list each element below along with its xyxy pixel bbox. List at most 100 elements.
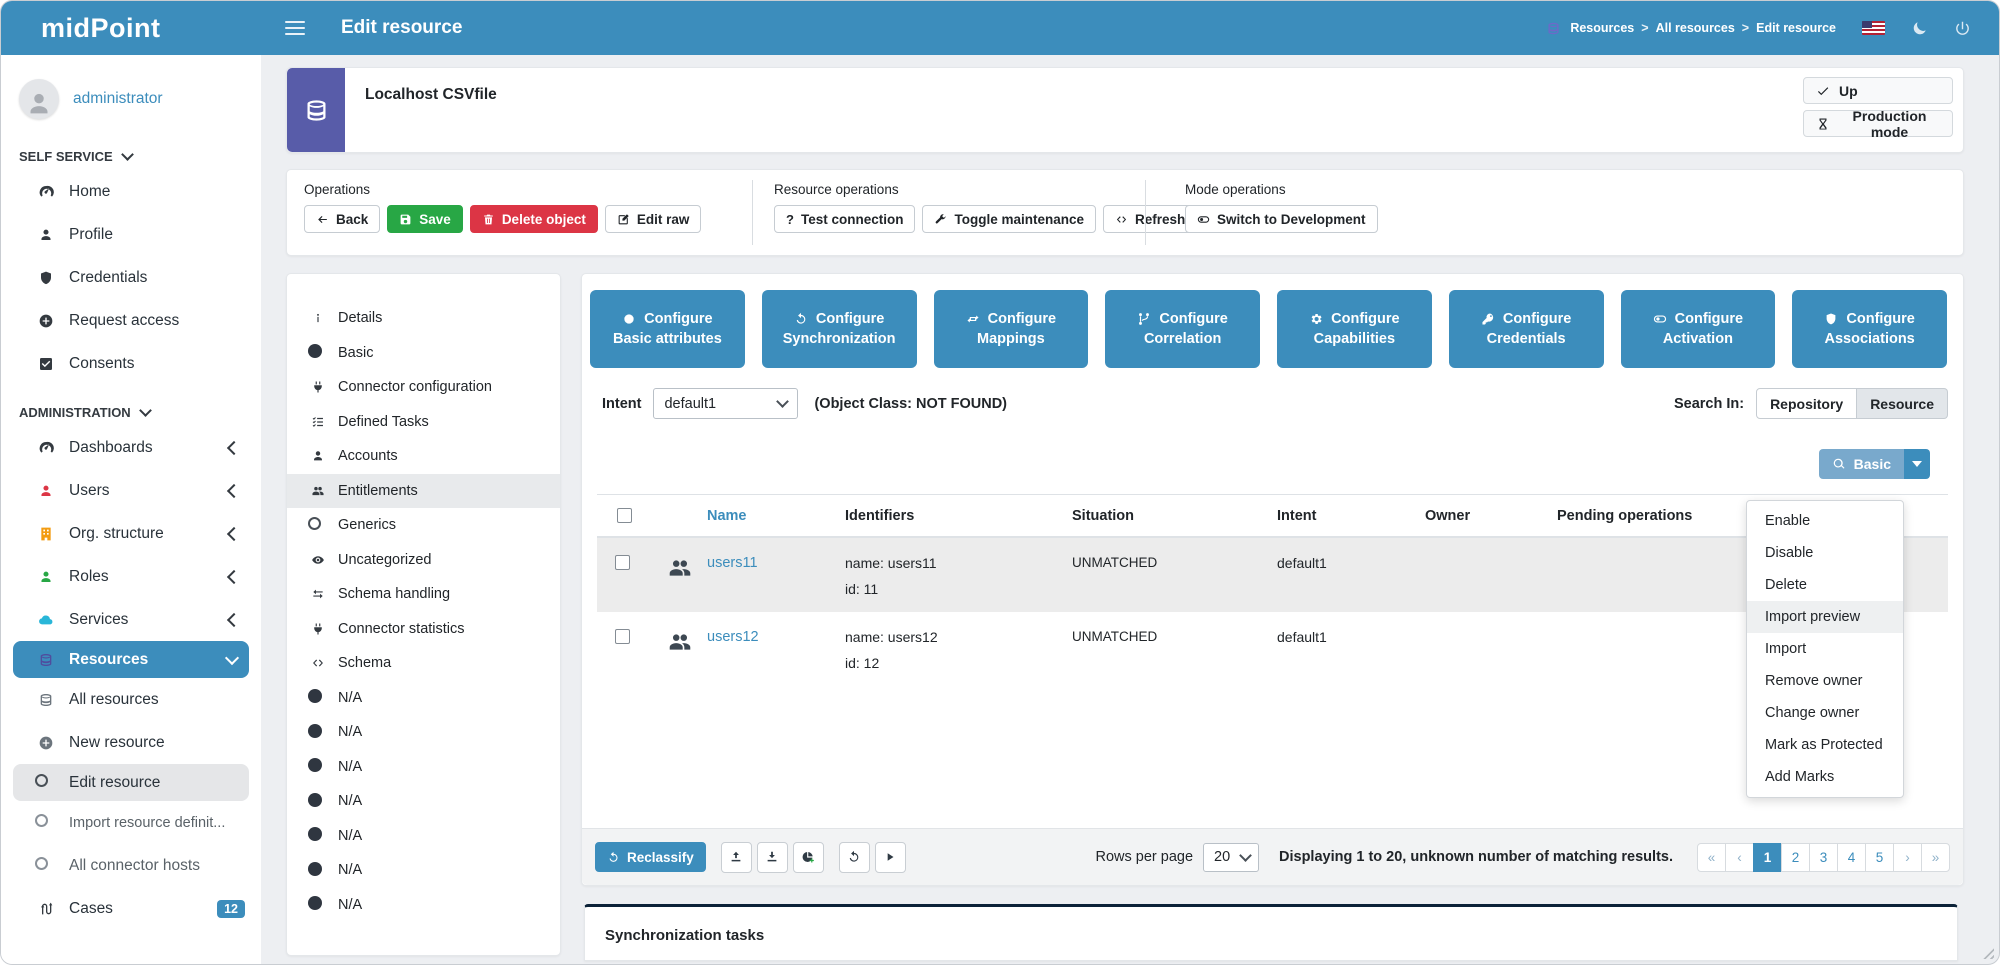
shadow-name-link[interactable]: users12 <box>707 629 759 645</box>
nav-item-entitlements[interactable]: Entitlements <box>287 473 560 508</box>
sidebar-item-home[interactable]: Home <box>1 170 261 213</box>
production-mode-button[interactable]: Production mode <box>1803 108 1953 140</box>
nav-item-connector-configuration[interactable]: Connector configuration <box>287 370 560 405</box>
test-connection-button[interactable]: ? Test connection <box>774 205 916 233</box>
toggle-maintenance-button[interactable]: Toggle maintenance <box>922 205 1096 233</box>
back-button[interactable]: Back <box>304 205 381 233</box>
page-4-button[interactable]: 4 <box>1837 842 1866 872</box>
nav-item-generics[interactable]: Generics <box>287 508 560 543</box>
nav-item-na-7[interactable]: N/A <box>287 888 560 923</box>
sidebar-item-roles[interactable]: Roles <box>1 555 261 598</box>
configure-basic-attributes-button[interactable]: Configure Basic attributes <box>590 290 745 368</box>
edit-raw-button[interactable]: Edit raw <box>604 205 702 233</box>
breadcrumb-edit-resource[interactable]: Edit resource <box>1742 21 1836 35</box>
configure-credentials-button[interactable]: Configure Credentials <box>1448 290 1604 368</box>
sidebar-item-all-connector-hosts[interactable]: All connector hosts <box>1 844 261 887</box>
resize-handle[interactable] <box>1980 945 1994 959</box>
upload-button[interactable] <box>720 841 752 873</box>
section-self-service[interactable]: SELF SERVICE <box>1 129 261 170</box>
sidebar-item-services[interactable]: Services <box>1 598 261 641</box>
menu-item-enable[interactable]: Enable <box>1765 513 1811 529</box>
nav-item-details[interactable]: Details <box>287 301 560 336</box>
nav-item-na-3[interactable]: N/A <box>287 750 560 785</box>
sidebar-item-dashboards[interactable]: Dashboards <box>1 426 261 469</box>
intent-select[interactable]: default1 <box>653 388 799 419</box>
section-administration[interactable]: ADMINISTRATION <box>1 385 261 426</box>
nav-item-na-1[interactable]: N/A <box>287 681 560 716</box>
page-first-button[interactable]: « <box>1697 842 1726 872</box>
locale-flag-icon[interactable] <box>1862 21 1885 35</box>
dark-mode-moon-icon[interactable] <box>1911 20 1928 37</box>
status-up-button[interactable]: Up <box>1803 77 1953 104</box>
refresh-button[interactable] <box>838 841 870 873</box>
menu-item-mark-as-protected[interactable]: Mark as Protected <box>1765 737 1883 753</box>
row-checkbox[interactable] <box>615 555 630 570</box>
midpoint-logo[interactable]: midPoint <box>41 12 161 43</box>
sidebar-item-profile[interactable]: Profile <box>1 213 261 256</box>
sidebar-item-resources[interactable]: Resources <box>13 641 249 678</box>
menu-item-add-marks[interactable]: Add Marks <box>1765 769 1835 785</box>
configure-synchronization-button[interactable]: Configure Synchronization <box>761 290 917 368</box>
select-all-checkbox[interactable] <box>617 508 632 523</box>
basic-search-button[interactable]: Basic <box>1818 449 1904 479</box>
sidebar-item-new-resource[interactable]: New resource <box>1 721 261 764</box>
sidebar-item-cases[interactable]: Cases 12 <box>1 887 261 930</box>
nav-item-schema[interactable]: Schema <box>287 646 560 681</box>
rows-per-page-select[interactable]: 20 <box>1203 842 1260 872</box>
menu-toggle-icon[interactable] <box>285 21 305 35</box>
menu-item-import[interactable]: Import <box>1765 641 1807 657</box>
search-in-resource-button[interactable]: Resource <box>1857 388 1948 419</box>
search-mode-dropdown-toggle[interactable] <box>1904 449 1930 479</box>
nav-item-accounts[interactable]: Accounts <box>287 439 560 474</box>
row-checkbox[interactable] <box>615 629 630 644</box>
sidebar-item-users[interactable]: Users <box>1 469 261 512</box>
nav-item-defined-tasks[interactable]: Defined Tasks <box>287 405 560 440</box>
page-last-button[interactable]: » <box>1921 842 1950 872</box>
page-prev-button[interactable]: ‹ <box>1725 842 1754 872</box>
shadow-name-link[interactable]: users11 <box>707 555 758 571</box>
configure-correlation-button[interactable]: Configure Correlation <box>1105 290 1260 368</box>
configure-activation-button[interactable]: Configure Activation <box>1620 290 1776 368</box>
menu-item-disable[interactable]: Disable <box>1765 545 1814 561</box>
sidebar-item-all-resources[interactable]: All resources <box>1 678 261 721</box>
column-header-name[interactable]: Name <box>707 507 747 524</box>
menu-item-remove-owner[interactable]: Remove owner <box>1765 673 1863 689</box>
sidebar-item-import-resource-definition[interactable]: Import resource definit... <box>1 801 261 844</box>
nav-item-basic[interactable]: Basic <box>287 336 560 371</box>
configure-capabilities-button[interactable]: Configure Capabilities <box>1277 290 1432 368</box>
menu-item-import-preview[interactable]: Import preview <box>1747 601 1903 633</box>
page-5-button[interactable]: 5 <box>1865 842 1894 872</box>
menu-item-delete[interactable]: Delete <box>1765 577 1807 593</box>
save-button[interactable]: Save <box>387 205 463 233</box>
page-next-button[interactable]: › <box>1893 842 1922 872</box>
page-3-button[interactable]: 3 <box>1809 842 1838 872</box>
delete-object-button[interactable]: Delete object <box>469 205 598 233</box>
nav-item-na-4[interactable]: N/A <box>287 784 560 819</box>
configure-mappings-button[interactable]: Configure Mappings <box>933 290 1089 368</box>
nav-item-schema-handling[interactable]: Schema handling <box>287 577 560 612</box>
switch-to-development-button[interactable]: Switch to Development <box>1185 205 1378 233</box>
reclassify-button[interactable]: Reclassify <box>595 842 706 872</box>
menu-item-change-owner[interactable]: Change owner <box>1765 705 1860 721</box>
breadcrumb-all-resources[interactable]: All resources <box>1641 21 1735 35</box>
breadcrumb-resources[interactable]: Resources <box>1570 21 1635 35</box>
play-button[interactable] <box>874 841 906 873</box>
download-button[interactable] <box>756 841 788 873</box>
page-1-button[interactable]: 1 <box>1753 842 1782 872</box>
page-2-button[interactable]: 2 <box>1781 842 1810 872</box>
sidebar-item-edit-resource[interactable]: Edit resource <box>13 764 249 801</box>
search-in-repository-button[interactable]: Repository <box>1756 388 1858 419</box>
sidebar-item-consents[interactable]: Consents <box>1 342 261 385</box>
chart-add-button[interactable] <box>792 841 824 873</box>
nav-item-na-6[interactable]: N/A <box>287 853 560 888</box>
nav-item-na-5[interactable]: N/A <box>287 819 560 854</box>
sidebar-item-request-access[interactable]: Request access <box>1 299 261 342</box>
sidebar-item-credentials[interactable]: Credentials <box>1 256 261 299</box>
nav-item-connector-statistics[interactable]: Connector statistics <box>287 612 560 647</box>
sidebar-item-org-structure[interactable]: Org. structure <box>1 512 261 555</box>
user-menu[interactable]: administrator <box>1 55 261 129</box>
nav-item-uncategorized[interactable]: Uncategorized <box>287 543 560 578</box>
nav-item-na-2[interactable]: N/A <box>287 715 560 750</box>
configure-associations-button[interactable]: Configure Associations <box>1792 290 1947 368</box>
logout-power-icon[interactable] <box>1954 20 1971 37</box>
